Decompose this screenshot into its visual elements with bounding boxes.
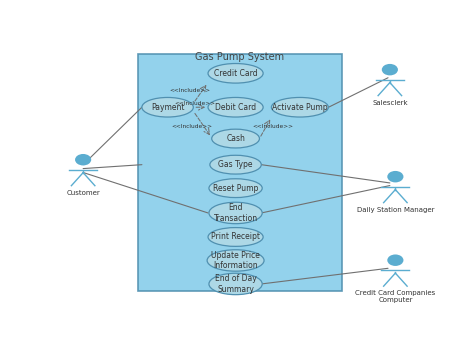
Text: End
Transaction: End Transaction <box>213 203 258 223</box>
Circle shape <box>387 171 403 182</box>
Ellipse shape <box>208 63 263 83</box>
Text: Activate Pump: Activate Pump <box>272 103 328 112</box>
Circle shape <box>75 154 91 165</box>
Text: Cash: Cash <box>226 134 245 143</box>
Ellipse shape <box>208 227 263 246</box>
Text: <<Include>>: <<Include>> <box>169 88 210 93</box>
Text: Credit Card: Credit Card <box>214 69 257 78</box>
Ellipse shape <box>207 250 264 271</box>
Text: Daily Station Manager: Daily Station Manager <box>356 206 434 213</box>
Text: Update Price
Information: Update Price Information <box>211 251 260 270</box>
Ellipse shape <box>212 129 259 148</box>
Ellipse shape <box>142 97 193 117</box>
Text: <<Include>>: <<Include>> <box>253 124 293 129</box>
Text: Credit Card Companies
Computer: Credit Card Companies Computer <box>355 290 436 303</box>
Ellipse shape <box>272 97 328 117</box>
Text: End of Day
Summary: End of Day Summary <box>215 274 256 294</box>
Text: Customer: Customer <box>66 190 100 196</box>
FancyBboxPatch shape <box>138 54 342 291</box>
Circle shape <box>382 64 398 75</box>
Ellipse shape <box>208 97 263 117</box>
Text: <<Include>>: <<Include>> <box>171 124 212 129</box>
Ellipse shape <box>209 202 262 224</box>
Ellipse shape <box>210 155 261 174</box>
Text: Salesclerk: Salesclerk <box>372 100 408 105</box>
Ellipse shape <box>209 273 262 295</box>
Text: <<Include>>: <<Include>> <box>174 101 215 106</box>
Text: Gas Pump System: Gas Pump System <box>195 53 284 62</box>
Circle shape <box>387 255 403 266</box>
Ellipse shape <box>209 179 262 198</box>
Text: Payment: Payment <box>151 103 184 112</box>
Text: Gas Type: Gas Type <box>219 160 253 169</box>
Text: Print Receipt: Print Receipt <box>211 233 260 241</box>
Text: Reset Pump: Reset Pump <box>213 184 258 193</box>
Text: Debit Card: Debit Card <box>215 103 256 112</box>
